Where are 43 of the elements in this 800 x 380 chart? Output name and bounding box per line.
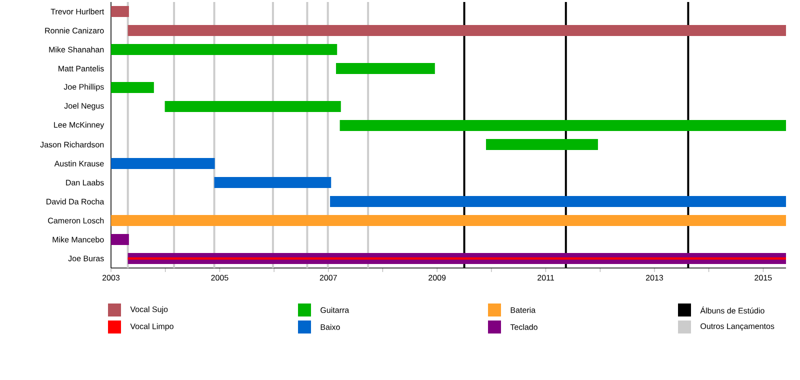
bar (111, 234, 129, 246)
bar (164, 100, 341, 112)
legend-label: Teclado (510, 324, 538, 330)
bar (111, 82, 154, 94)
x-tick-label: 2013 (646, 274, 664, 281)
bar (330, 196, 786, 208)
y-tick-label: Austin Krause (54, 160, 104, 166)
y-tick-label: Mike Mancebo (52, 236, 104, 242)
legend-label: Álbuns de Estúdio (700, 306, 764, 314)
legend-label: Vocal Sujo (130, 306, 168, 314)
y-tick-label: Joe Phillips (64, 84, 104, 92)
bar (340, 120, 786, 132)
y-tick-label: Jason Richardson (40, 142, 104, 148)
y-tick-label: Mike Shanahan (49, 46, 104, 52)
legend-label: Baixo (320, 324, 340, 330)
x-tick-label: 2009 (428, 274, 446, 281)
bar (336, 62, 435, 74)
x-tick-label: 2011 (538, 274, 554, 281)
bar (486, 138, 598, 150)
y-tick-label: Dan Laabs (66, 180, 104, 186)
x-tick-label: 2015 (754, 274, 772, 281)
y-tick-label: Trevor Hurlbert (50, 8, 104, 14)
x-tick-label: 2003 (102, 274, 120, 281)
x-tick-label: 2007 (320, 274, 337, 281)
y-tick-label: Joel Negus (64, 102, 104, 110)
legend-label: Vocal Limpo (130, 323, 174, 331)
y-tick-label: Lee McKinney (54, 122, 104, 130)
y-tick-label: Ronnie Canizaro (45, 28, 104, 34)
bar (111, 158, 215, 170)
legend-label: Guitarra (320, 307, 350, 313)
bar (128, 24, 786, 36)
y-tick-label: Matt Pantelis (58, 66, 104, 72)
y-tick-label: David Da Rocha (46, 198, 104, 204)
legend-label: Bateria (510, 307, 536, 313)
bar (111, 214, 786, 226)
bar (214, 176, 332, 188)
legend-label: Outros Lançamentos (700, 323, 774, 331)
bar (111, 44, 338, 56)
bar (111, 6, 129, 18)
y-tick-label: Cameron Losch (48, 218, 104, 224)
bar (128, 257, 786, 260)
x-tick-label: 2005 (211, 274, 228, 281)
y-tick-label: Joe Buras (68, 256, 104, 262)
